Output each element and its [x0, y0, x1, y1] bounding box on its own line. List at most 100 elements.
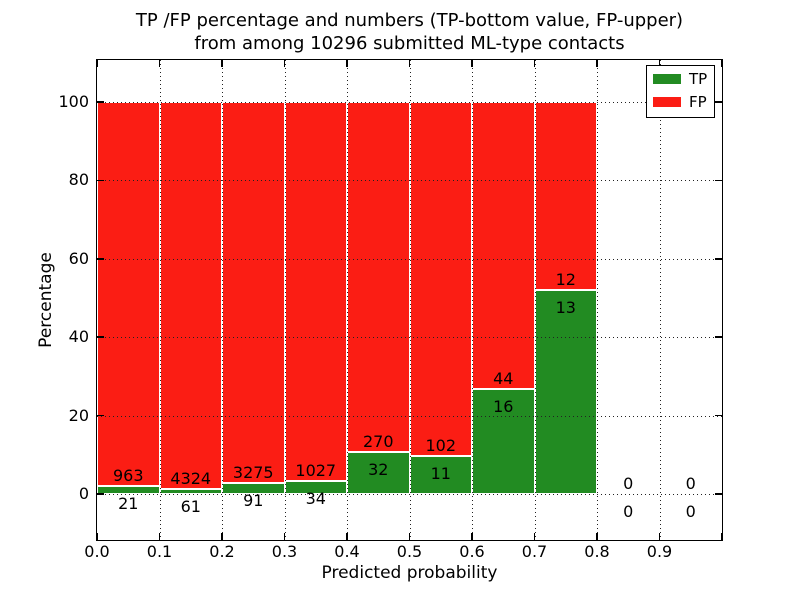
- fp-count-label: 0: [685, 474, 696, 493]
- x-axis-tick: [408, 60, 411, 67]
- x-axis-label: Predicted probability: [321, 563, 498, 583]
- fp-bar-segment: [222, 102, 285, 484]
- x-axis-tick: [721, 533, 723, 540]
- legend-tp-swatch: [653, 74, 681, 84]
- y-axis-tick: [97, 258, 104, 260]
- tp-bar-segment: [472, 389, 535, 494]
- y-tick-label: 60: [68, 248, 89, 268]
- tp-count-label: 91: [243, 491, 264, 511]
- fp-bar-segment: [284, 102, 347, 482]
- v-gridline: [409, 60, 411, 540]
- y-axis-tick: [97, 101, 104, 103]
- x-tick-label: 0.4: [334, 542, 360, 561]
- tp-count-label: 0: [685, 502, 696, 521]
- y-axis-tick: [715, 493, 722, 495]
- legend-fp-label: FP: [689, 93, 707, 111]
- x-axis-tick: [596, 60, 598, 67]
- x-axis-tick: [346, 533, 348, 540]
- tp-count-label: 11: [430, 463, 451, 483]
- y-axis-tick: [715, 258, 722, 260]
- legend-entry-tp: TP: [653, 70, 708, 88]
- y-tick-label: 0: [78, 484, 89, 503]
- x-tick-label: 0.7: [521, 542, 548, 561]
- v-gridline: [597, 60, 598, 540]
- fp-count-label: 963: [112, 465, 144, 485]
- v-gridline: [159, 60, 161, 540]
- fp-count-label: 102: [425, 435, 457, 455]
- fp-count-label: 44: [493, 369, 514, 389]
- chart-title-line1: TP /FP percentage and numbers (TP-bottom…: [135, 10, 684, 31]
- y-tick-label: 100: [58, 92, 89, 111]
- y-axis-tick: [715, 179, 722, 182]
- y-axis-tick: [715, 414, 722, 417]
- x-axis-tick: [533, 60, 536, 67]
- legend-fp-swatch: [653, 97, 681, 107]
- x-axis-tick: [283, 60, 286, 67]
- x-tick-label: 0.5: [396, 542, 423, 561]
- x-axis-tick: [721, 60, 723, 67]
- y-axis-tick: [97, 414, 104, 417]
- x-axis-tick: [471, 60, 473, 67]
- fp-bar-segment: [159, 102, 222, 489]
- y-axis-tick: [97, 179, 104, 182]
- plot-area: 963 21 4324 61 3275 91 1027 34 270 32 102 11 44 16 12 1…: [96, 59, 723, 541]
- x-axis-tick: [408, 533, 411, 540]
- x-axis-tick: [658, 533, 661, 540]
- tp-count-label: 34: [305, 489, 326, 509]
- x-tick-label: 0.9: [646, 542, 673, 561]
- v-gridline: [284, 60, 286, 540]
- x-axis-tick: [158, 533, 161, 540]
- x-tick-label: 0.1: [146, 542, 173, 561]
- x-axis-tick: [471, 533, 473, 540]
- x-axis-tick: [533, 533, 536, 540]
- fp-count-label: 3275: [232, 463, 274, 483]
- fp-count-label: 0: [623, 474, 634, 493]
- x-axis-tick: [283, 533, 286, 540]
- legend-entry-fp: FP: [653, 93, 707, 111]
- tp-bar-segment: [97, 485, 160, 494]
- x-tick-label: 0.0: [84, 542, 110, 561]
- y-axis-tick: [97, 493, 104, 495]
- tp-count-label: 32: [368, 460, 389, 480]
- fp-bar-segment: [472, 102, 535, 390]
- fp-count-label: 1027: [295, 461, 337, 481]
- tp-count-label: 13: [555, 298, 576, 318]
- tp-bar-segment: [409, 455, 472, 494]
- y-axis-tick: [715, 101, 722, 103]
- fp-count-label: 12: [555, 270, 576, 290]
- v-gridline: [347, 60, 348, 540]
- tp-count-label: 21: [118, 493, 139, 513]
- tp-count-label: 16: [493, 397, 514, 417]
- chart-title: TP /FP percentage and numbers (TP-bottom…: [97, 9, 722, 55]
- v-gridline: [472, 60, 473, 540]
- v-gridline: [534, 60, 536, 540]
- x-axis-tick: [158, 60, 161, 67]
- v-gridline: [222, 60, 223, 540]
- tp-count-label: 61: [180, 496, 201, 516]
- x-axis-tick: [658, 60, 661, 67]
- x-axis-tick: [221, 60, 223, 67]
- y-tick-label: 20: [68, 405, 89, 425]
- fp-bar-segment: [97, 102, 160, 486]
- tp-count-label: 0: [623, 502, 634, 521]
- fp-bar-segment: [534, 102, 597, 291]
- y-tick-label: 40: [68, 327, 89, 347]
- x-tick-label: 0.6: [459, 542, 485, 561]
- x-axis-tick: [346, 60, 348, 67]
- v-gridline: [659, 60, 661, 540]
- x-axis-tick: [96, 60, 98, 67]
- x-axis-tick: [596, 533, 598, 540]
- fp-bar-segment: [347, 102, 410, 453]
- x-tick-label: 0.2: [209, 542, 235, 561]
- fp-count-label: 4324: [170, 468, 212, 488]
- fp-bar-segment: [409, 102, 472, 456]
- legend: TP FP: [646, 65, 716, 118]
- legend-tp-label: TP: [689, 70, 708, 88]
- fp-count-label: 270: [362, 432, 394, 452]
- tp-bar-segment: [534, 290, 597, 494]
- y-axis-tick: [715, 336, 722, 338]
- y-axis-tick: [97, 336, 104, 338]
- x-axis-tick: [96, 533, 98, 540]
- x-axis-tick: [221, 533, 223, 540]
